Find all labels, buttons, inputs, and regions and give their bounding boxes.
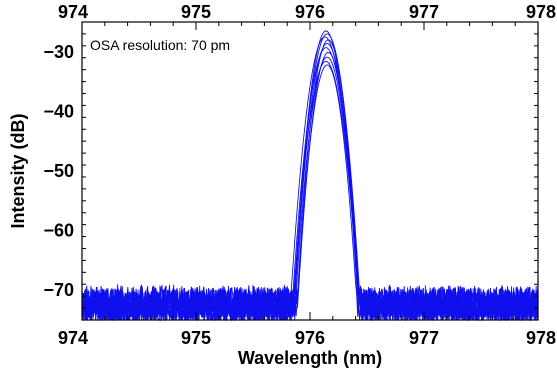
x-tick-label-bottom: 974 (58, 328, 88, 348)
x-tick-label-bottom: 976 (295, 328, 325, 348)
x-tick-label-bottom: 978 (526, 328, 556, 348)
plot-frame (81, 21, 539, 321)
spectrum-trace (81, 36, 538, 322)
spectrum-trace (81, 51, 538, 322)
x-tick-label-bottom: 975 (181, 328, 211, 348)
spectrum-trace (81, 30, 538, 322)
y-tick-label: −60 (43, 221, 74, 241)
y-tick-label: −40 (43, 101, 74, 121)
osa-resolution-annotation: OSA resolution: 70 pm (90, 37, 230, 53)
spectrum-trace (81, 56, 538, 322)
y-tick-label: −70 (43, 280, 74, 300)
y-tick-label: −50 (43, 161, 74, 181)
spectrum-traces (81, 30, 538, 322)
y-tick-label: −30 (43, 42, 74, 62)
y-axis-title: Intensity (dB) (8, 113, 28, 228)
spectrum-trace (81, 39, 538, 322)
x-tick-label-top: 976 (295, 2, 325, 22)
x-axis-title: Wavelength (nm) (238, 348, 382, 368)
x-tick-label-top: 977 (409, 2, 439, 22)
x-tick-label-top: 978 (526, 2, 556, 22)
axis-ticks: 974 974 975 975 976 976 977 977 978 978 −70 −60 −50 −… (43, 2, 556, 348)
x-tick-label-top: 975 (181, 2, 211, 22)
x-tick-label-top: 974 (58, 2, 88, 22)
spectrum-trace (81, 33, 538, 322)
spectrum-trace (81, 64, 538, 322)
x-tick-label-bottom: 977 (409, 328, 439, 348)
